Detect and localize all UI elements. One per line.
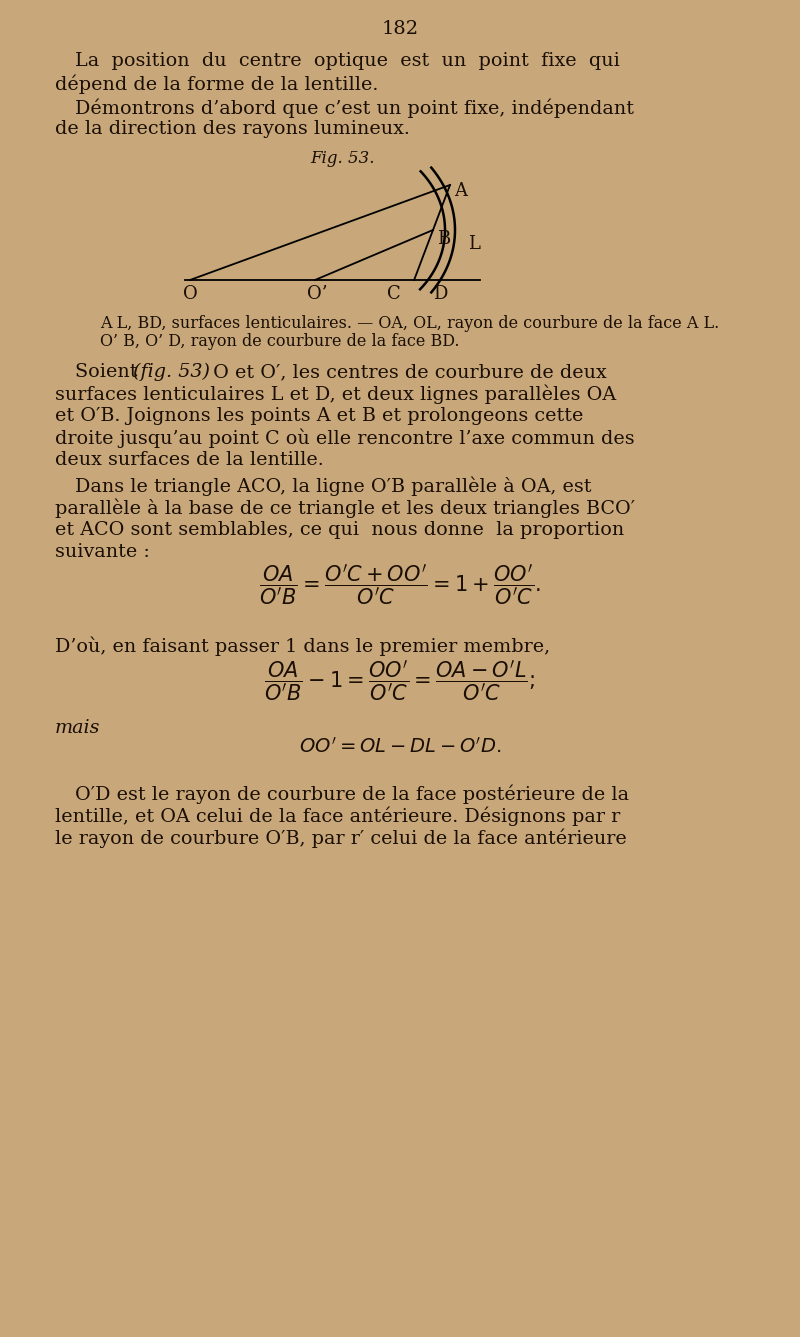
- Text: Dans le triangle ACO, la ligne O′B parallèle à OA, est: Dans le triangle ACO, la ligne O′B paral…: [75, 477, 591, 496]
- Text: D: D: [433, 285, 447, 303]
- Text: O’ B, O’ D, rayon de courbure de la face BD.: O’ B, O’ D, rayon de courbure de la face…: [100, 333, 459, 350]
- Text: parallèle à la base de ce triangle et les deux triangles BCO′: parallèle à la base de ce triangle et le…: [55, 499, 635, 519]
- Text: mais: mais: [55, 719, 101, 737]
- Text: Démontrons d’abord que c’est un point fixe, indépendant: Démontrons d’abord que c’est un point fi…: [75, 98, 634, 118]
- Text: O: O: [183, 285, 198, 303]
- Text: surfaces lenticulaires L et D, et deux lignes parallèles OA: surfaces lenticulaires L et D, et deux l…: [55, 385, 616, 405]
- Text: O′D est le rayon de courbure de la face postérieure de la: O′D est le rayon de courbure de la face …: [75, 785, 629, 805]
- Text: A: A: [454, 182, 467, 201]
- Text: $\dfrac{OA}{O'B} - 1 = \dfrac{OO'}{O'C} = \dfrac{OA - O'L}{O'C};$: $\dfrac{OA}{O'B} - 1 = \dfrac{OO'}{O'C} …: [265, 658, 535, 703]
- Text: lentille, et OA celui de la face antérieure. Désignons par r: lentille, et OA celui de la face antérie…: [55, 808, 620, 826]
- Text: le rayon de courbure O′B, par r′ celui de la face antérieure: le rayon de courbure O′B, par r′ celui d…: [55, 829, 626, 849]
- Text: D’où, en faisant passer 1 dans le premier membre,: D’où, en faisant passer 1 dans le premie…: [55, 636, 550, 656]
- Text: et ACO sont semblables, ce qui  nous donne  la proportion: et ACO sont semblables, ce qui nous donn…: [55, 521, 624, 539]
- Text: A L, BD, surfaces lenticulaires. — OA, OL, rayon de courbure de la face A L.: A L, BD, surfaces lenticulaires. — OA, O…: [100, 316, 719, 332]
- Text: dépend de la forme de la lentille.: dépend de la forme de la lentille.: [55, 74, 378, 94]
- Text: La  position  du  centre  optique  est  un  point  fixe  qui: La position du centre optique est un poi…: [75, 52, 620, 70]
- Text: (fig. 53): (fig. 53): [133, 364, 210, 381]
- Text: C: C: [387, 285, 401, 303]
- Text: L: L: [468, 235, 480, 253]
- Text: O’: O’: [307, 285, 328, 303]
- Text: de la direction des rayons lumineux.: de la direction des rayons lumineux.: [55, 120, 410, 138]
- Text: $OO' = OL - DL - O'D.$: $OO' = OL - DL - O'D.$: [299, 737, 501, 757]
- Text: O et O′, les centres de courbure de deux: O et O′, les centres de courbure de deux: [207, 364, 606, 381]
- Text: suivante :: suivante :: [55, 543, 150, 562]
- Text: droite jusqu’au point C où elle rencontre l’axe commun des: droite jusqu’au point C où elle rencontr…: [55, 429, 634, 448]
- Text: $\dfrac{OA}{O'B} = \dfrac{O'C + OO'}{O'C} = 1 + \dfrac{OO'}{O'C}.$: $\dfrac{OA}{O'B} = \dfrac{O'C + OO'}{O'C…: [259, 563, 541, 607]
- Text: Fig. 53.: Fig. 53.: [310, 150, 374, 167]
- Text: et O′B. Joignons les points A et B et prolongeons cette: et O′B. Joignons les points A et B et pr…: [55, 406, 583, 425]
- Text: deux surfaces de la lentille.: deux surfaces de la lentille.: [55, 451, 324, 469]
- Text: B: B: [437, 230, 450, 247]
- Text: Soient: Soient: [75, 364, 144, 381]
- Text: 182: 182: [382, 20, 418, 37]
